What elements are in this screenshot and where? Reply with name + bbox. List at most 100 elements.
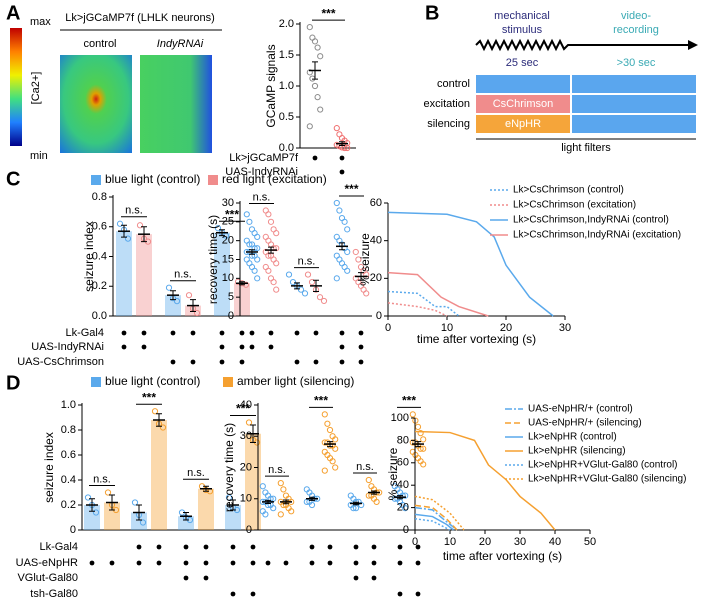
significance-label: *** [402,394,416,408]
sem-bar [203,485,209,492]
y-tick-label: 10 [240,493,252,505]
data-point [333,275,340,282]
genotype-label: UAS-IndyRNAi [225,166,298,178]
genotype-dot [250,560,256,566]
bar [225,505,241,530]
legend-label: amber light (silencing) [237,374,354,388]
data-point [265,267,272,274]
data-point [332,464,339,471]
legend-label: red light (excitation) [222,172,327,186]
sem-bar [190,299,196,313]
bar [245,433,261,530]
genotype-dot [294,330,300,336]
data-point [333,252,340,259]
genotype-dot [339,330,345,336]
data-point [301,290,309,297]
data-point [285,271,293,278]
legend-label: Lk>eNpHR+VGlut-Gal80 (control) [528,460,678,471]
panel-label: D [6,372,20,394]
genotype-dot [312,155,318,161]
sem-bar [283,499,289,505]
y-tick-label: 60 [370,197,382,209]
genotype-dot [141,330,147,336]
data-point [338,260,346,267]
x-tick-label: 40 [549,536,561,548]
significance-label: *** [225,207,239,221]
data-point [248,226,256,233]
genotype-dot [121,344,127,350]
legend-swatch [91,377,101,387]
data-point [251,267,258,274]
legend-label: blue light (control) [105,374,200,388]
data-point [304,271,312,278]
data-point [259,483,266,490]
sem-bar [121,224,127,238]
significance-label: n.s. [356,461,374,473]
sem-bar [353,501,359,506]
data-point [297,286,305,293]
significance-label: n.s. [268,464,286,476]
series-line [414,506,458,531]
x-axis-label: time after vortexing (s) [443,549,562,563]
data-point [193,309,201,317]
bar [198,488,214,530]
y-tick-label: 0.8 [92,191,107,203]
x-tick-label: 0 [385,322,391,334]
duration: 25 sec [506,57,539,69]
data-point [289,279,297,286]
data-point [225,494,233,501]
data-point [270,505,277,512]
data-point [321,439,328,446]
genotype-dot [183,560,189,566]
y-tick-label: 0 [403,524,409,536]
genotype-dot [283,560,289,566]
x-tick-label: 50 [584,536,596,548]
recording-label: video- [621,10,651,22]
series-line [414,518,451,531]
y-tick-label: 5 [228,291,234,303]
legend-label: UAS-eNpHR/+ (silencing) [528,418,642,429]
sem-bar [109,494,115,511]
bar [165,295,181,316]
data-point [344,144,351,152]
data-point [288,508,295,515]
series-line [387,302,448,317]
genotype-dot [170,359,176,365]
bar [104,502,120,530]
significance-label: *** [321,6,335,20]
x-tick-label: 10 [441,322,453,334]
y-tick-label: 0.4 [92,250,107,262]
genotype-dot [203,575,209,581]
data-point [326,426,334,434]
genotype-dot [203,560,209,566]
row-label: excitation [424,98,470,110]
y-axis-label: seizure index [82,221,96,292]
genotype-dot [339,169,345,175]
data-point [420,445,427,452]
data-point [317,106,324,113]
y-tick-label: 0.0 [92,310,107,322]
data-point [363,290,370,297]
bar [84,505,100,530]
data-point [273,230,280,237]
legend-label: Lk>CsChrimson (excitation) [513,200,636,211]
data-point [262,511,269,518]
genotype-dot [309,544,315,550]
y-axis-label: % seizure [358,233,372,286]
significance-label: n.s. [253,191,271,203]
data-point [409,411,416,418]
y-tick-label: 25 [222,216,234,228]
data-point [341,218,348,225]
data-point [246,218,253,225]
data-point [314,94,321,101]
genotype-dot [230,544,236,550]
genotype-dot [397,591,403,597]
data-point [251,230,258,237]
y-tick-label: 0 [228,310,234,322]
x-tick-label: 0 [412,536,418,548]
data-point [333,233,340,240]
data-point [251,245,258,252]
data-point [420,461,427,468]
sem-bar [183,512,189,521]
x-tick-label: 20 [500,322,512,334]
